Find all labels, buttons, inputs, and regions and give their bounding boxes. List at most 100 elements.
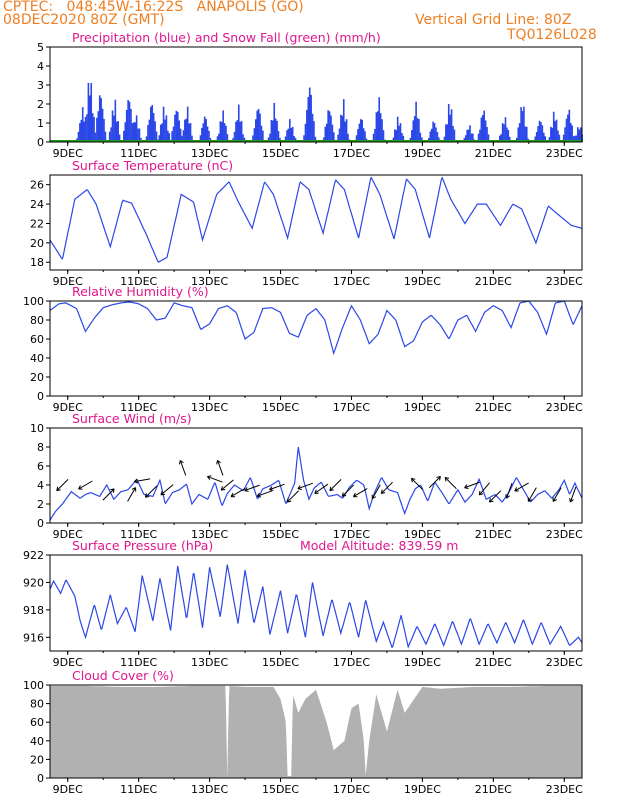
- precip-bar: [558, 134, 561, 142]
- precip-bar: [125, 110, 128, 142]
- precip-bar: [274, 118, 277, 142]
- wind-arrow-shaft: [217, 460, 224, 476]
- wind-arrow-shaft: [256, 490, 273, 497]
- precip-bar: [164, 119, 166, 142]
- y-tick-label: 2: [37, 498, 44, 511]
- x-tick-label: 21DEC: [475, 656, 512, 669]
- wind-arrow-shaft: [569, 486, 577, 503]
- wind-arrow: [552, 487, 562, 502]
- wind-arrow-head: [444, 476, 450, 479]
- wind-arrow-shaft: [527, 487, 537, 502]
- wind-arrow-head: [160, 493, 165, 496]
- wind-arrow-shaft: [380, 481, 393, 494]
- precip-bar: [574, 135, 576, 142]
- precip-bar: [337, 134, 339, 142]
- precip-bar: [289, 119, 291, 142]
- precip-bar: [487, 134, 490, 142]
- precip-bar: [413, 116, 416, 142]
- precip-bar: [104, 131, 107, 142]
- precip-bar: [565, 118, 568, 142]
- precip-bar: [477, 133, 480, 142]
- wind-arrow: [78, 480, 93, 490]
- precip-bar: [219, 121, 222, 142]
- precip-bar: [161, 123, 163, 142]
- wind-arrow-shaft: [428, 476, 441, 489]
- wind-arrow-head: [256, 492, 260, 497]
- x-tick-label: 13DEC: [191, 656, 228, 669]
- precip-bar: [103, 118, 105, 142]
- precip-bar: [226, 134, 229, 142]
- series-line: [49, 564, 583, 649]
- wind-arrow: [178, 459, 187, 476]
- precip-bar: [181, 135, 183, 142]
- precip-bar: [507, 129, 510, 142]
- precip-bar: [115, 121, 118, 142]
- x-tick-label: 17DEC: [333, 275, 370, 288]
- precip-bar: [273, 102, 276, 142]
- precip-bar: [83, 121, 85, 142]
- precip-bar: [548, 137, 551, 142]
- wind-arrow: [160, 484, 174, 496]
- wind-arrow-shaft: [244, 484, 260, 492]
- precip-bar: [395, 130, 398, 142]
- precip-bar: [430, 128, 433, 142]
- precip-bar: [134, 122, 137, 142]
- wind-arrow-head: [56, 486, 59, 491]
- precip-bar: [152, 113, 155, 142]
- precip-bar: [435, 127, 437, 142]
- precip-bar: [402, 135, 405, 142]
- wind-arrow-head: [160, 490, 163, 496]
- precip-bar: [483, 110, 486, 142]
- wind-arrow-head: [528, 499, 533, 502]
- precip-bar: [108, 131, 111, 142]
- precip-bar: [382, 130, 385, 142]
- y-tick-label: 920: [23, 576, 44, 589]
- precip-bar: [235, 121, 237, 142]
- x-tick-label: 17DEC: [333, 783, 370, 796]
- x-tick-label: 21DEC: [475, 147, 512, 160]
- panel-0: Precipitation (blue) and Snow Fall (gree…: [37, 30, 583, 160]
- wind-arrow-shaft: [207, 476, 223, 483]
- wind-arrow-shaft: [314, 483, 329, 494]
- x-tick-label: 9DEC: [53, 401, 83, 414]
- x-tick-label: 11DEC: [120, 401, 157, 414]
- y-tick-label: 10: [30, 422, 44, 435]
- precip-bar: [453, 129, 456, 142]
- x-tick-label: 17DEC: [333, 528, 370, 541]
- precip-bar: [412, 120, 415, 142]
- precip-bar: [325, 123, 328, 142]
- wind-arrow-shaft: [353, 488, 368, 498]
- y-tick-label: 80: [30, 314, 44, 327]
- y-tick-label: 916: [23, 631, 44, 644]
- wind-arrow-shaft: [329, 478, 342, 492]
- precip-bar: [124, 122, 127, 142]
- precip-bar: [428, 137, 430, 142]
- x-tick-label: 19DEC: [404, 783, 441, 796]
- precip-bar: [110, 127, 112, 142]
- precip-bar: [159, 124, 162, 142]
- precip-bar: [552, 111, 555, 142]
- precip-bar: [240, 120, 243, 142]
- wind-arrow-head: [464, 487, 469, 490]
- precip-bar: [344, 121, 346, 142]
- x-tick-label: 21DEC: [475, 528, 512, 541]
- precip-bar: [415, 101, 417, 142]
- wind-arrow-head: [110, 488, 115, 491]
- wind-arrow-head: [112, 488, 115, 493]
- precip-bar: [314, 136, 317, 142]
- precip-bar: [398, 125, 400, 142]
- x-tick-label: 13DEC: [191, 147, 228, 160]
- precip-bar: [538, 120, 541, 142]
- precip-bar: [202, 123, 205, 142]
- precip-bar: [518, 123, 521, 142]
- precip-bar: [333, 132, 335, 142]
- x-tick-label: 17DEC: [333, 401, 370, 414]
- precip-bar: [372, 133, 375, 142]
- precip-bar: [262, 130, 264, 142]
- precip-bar: [279, 137, 281, 142]
- precip-bar: [557, 130, 559, 142]
- panel-title: Precipitation (blue) and Snow Fall (gree…: [72, 30, 381, 45]
- wind-arrow-head: [179, 459, 184, 464]
- precip-bar: [84, 116, 87, 142]
